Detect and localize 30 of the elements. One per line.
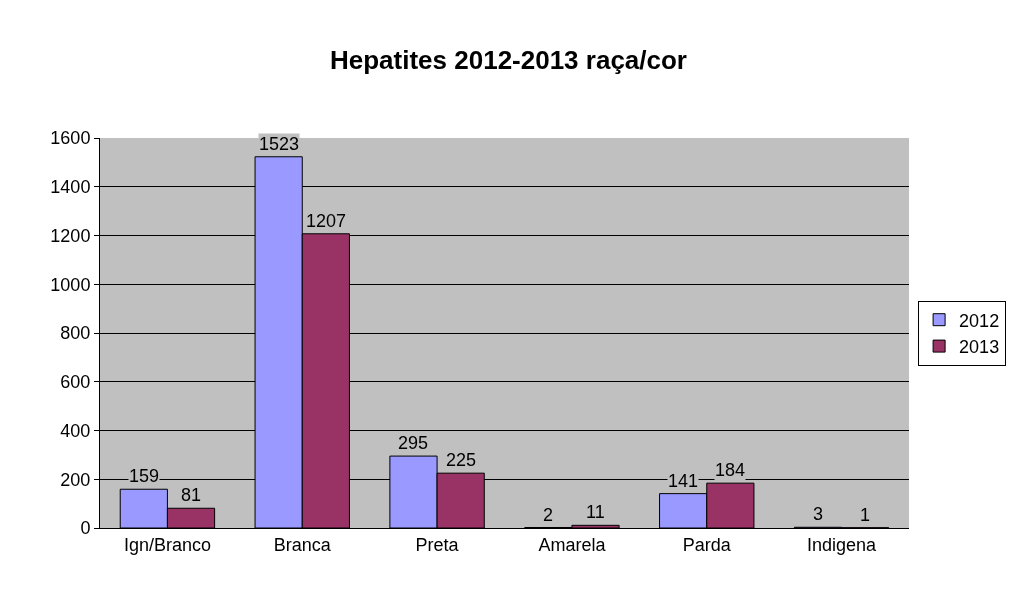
x-tick-label: Preta bbox=[415, 534, 460, 555]
data-label: 295 bbox=[398, 433, 429, 453]
y-tick-label: 400 bbox=[60, 420, 91, 441]
x-tick-label: Indigena bbox=[807, 534, 878, 555]
data-label: 1207 bbox=[306, 211, 347, 231]
data-label: 1523 bbox=[259, 134, 300, 154]
data-label: 141 bbox=[668, 471, 699, 491]
data-label: 225 bbox=[446, 450, 477, 470]
y-tick-label: 1400 bbox=[50, 177, 91, 198]
y-tick-label: 1200 bbox=[50, 225, 91, 246]
y-tick-label: 600 bbox=[60, 372, 91, 393]
x-tick-label: Branca bbox=[273, 534, 332, 555]
y-tick-label: 1000 bbox=[50, 274, 91, 295]
data-label: 159 bbox=[129, 466, 160, 486]
x-tick-label: Amarela bbox=[538, 534, 607, 555]
chart-title: Hepatites 2012-2013 raça/cor bbox=[329, 45, 688, 75]
y-tick-label: 0 bbox=[80, 518, 91, 539]
y-tick-label: 800 bbox=[60, 323, 91, 344]
y-tick-label: 200 bbox=[60, 469, 91, 490]
data-label: 1 bbox=[860, 505, 871, 525]
data-label: 184 bbox=[715, 460, 746, 480]
x-tick-label: Parda bbox=[682, 534, 732, 555]
data-label: 81 bbox=[181, 485, 202, 505]
data-label: 2 bbox=[543, 505, 554, 525]
data-label: 11 bbox=[586, 502, 605, 522]
y-tick-label: 1600 bbox=[50, 128, 91, 149]
legend-label: 2013 bbox=[959, 337, 1000, 358]
x-tick-label: Ign/Branco bbox=[123, 534, 211, 555]
legend-label: 2012 bbox=[959, 310, 1000, 331]
data-label: 3 bbox=[813, 504, 824, 524]
